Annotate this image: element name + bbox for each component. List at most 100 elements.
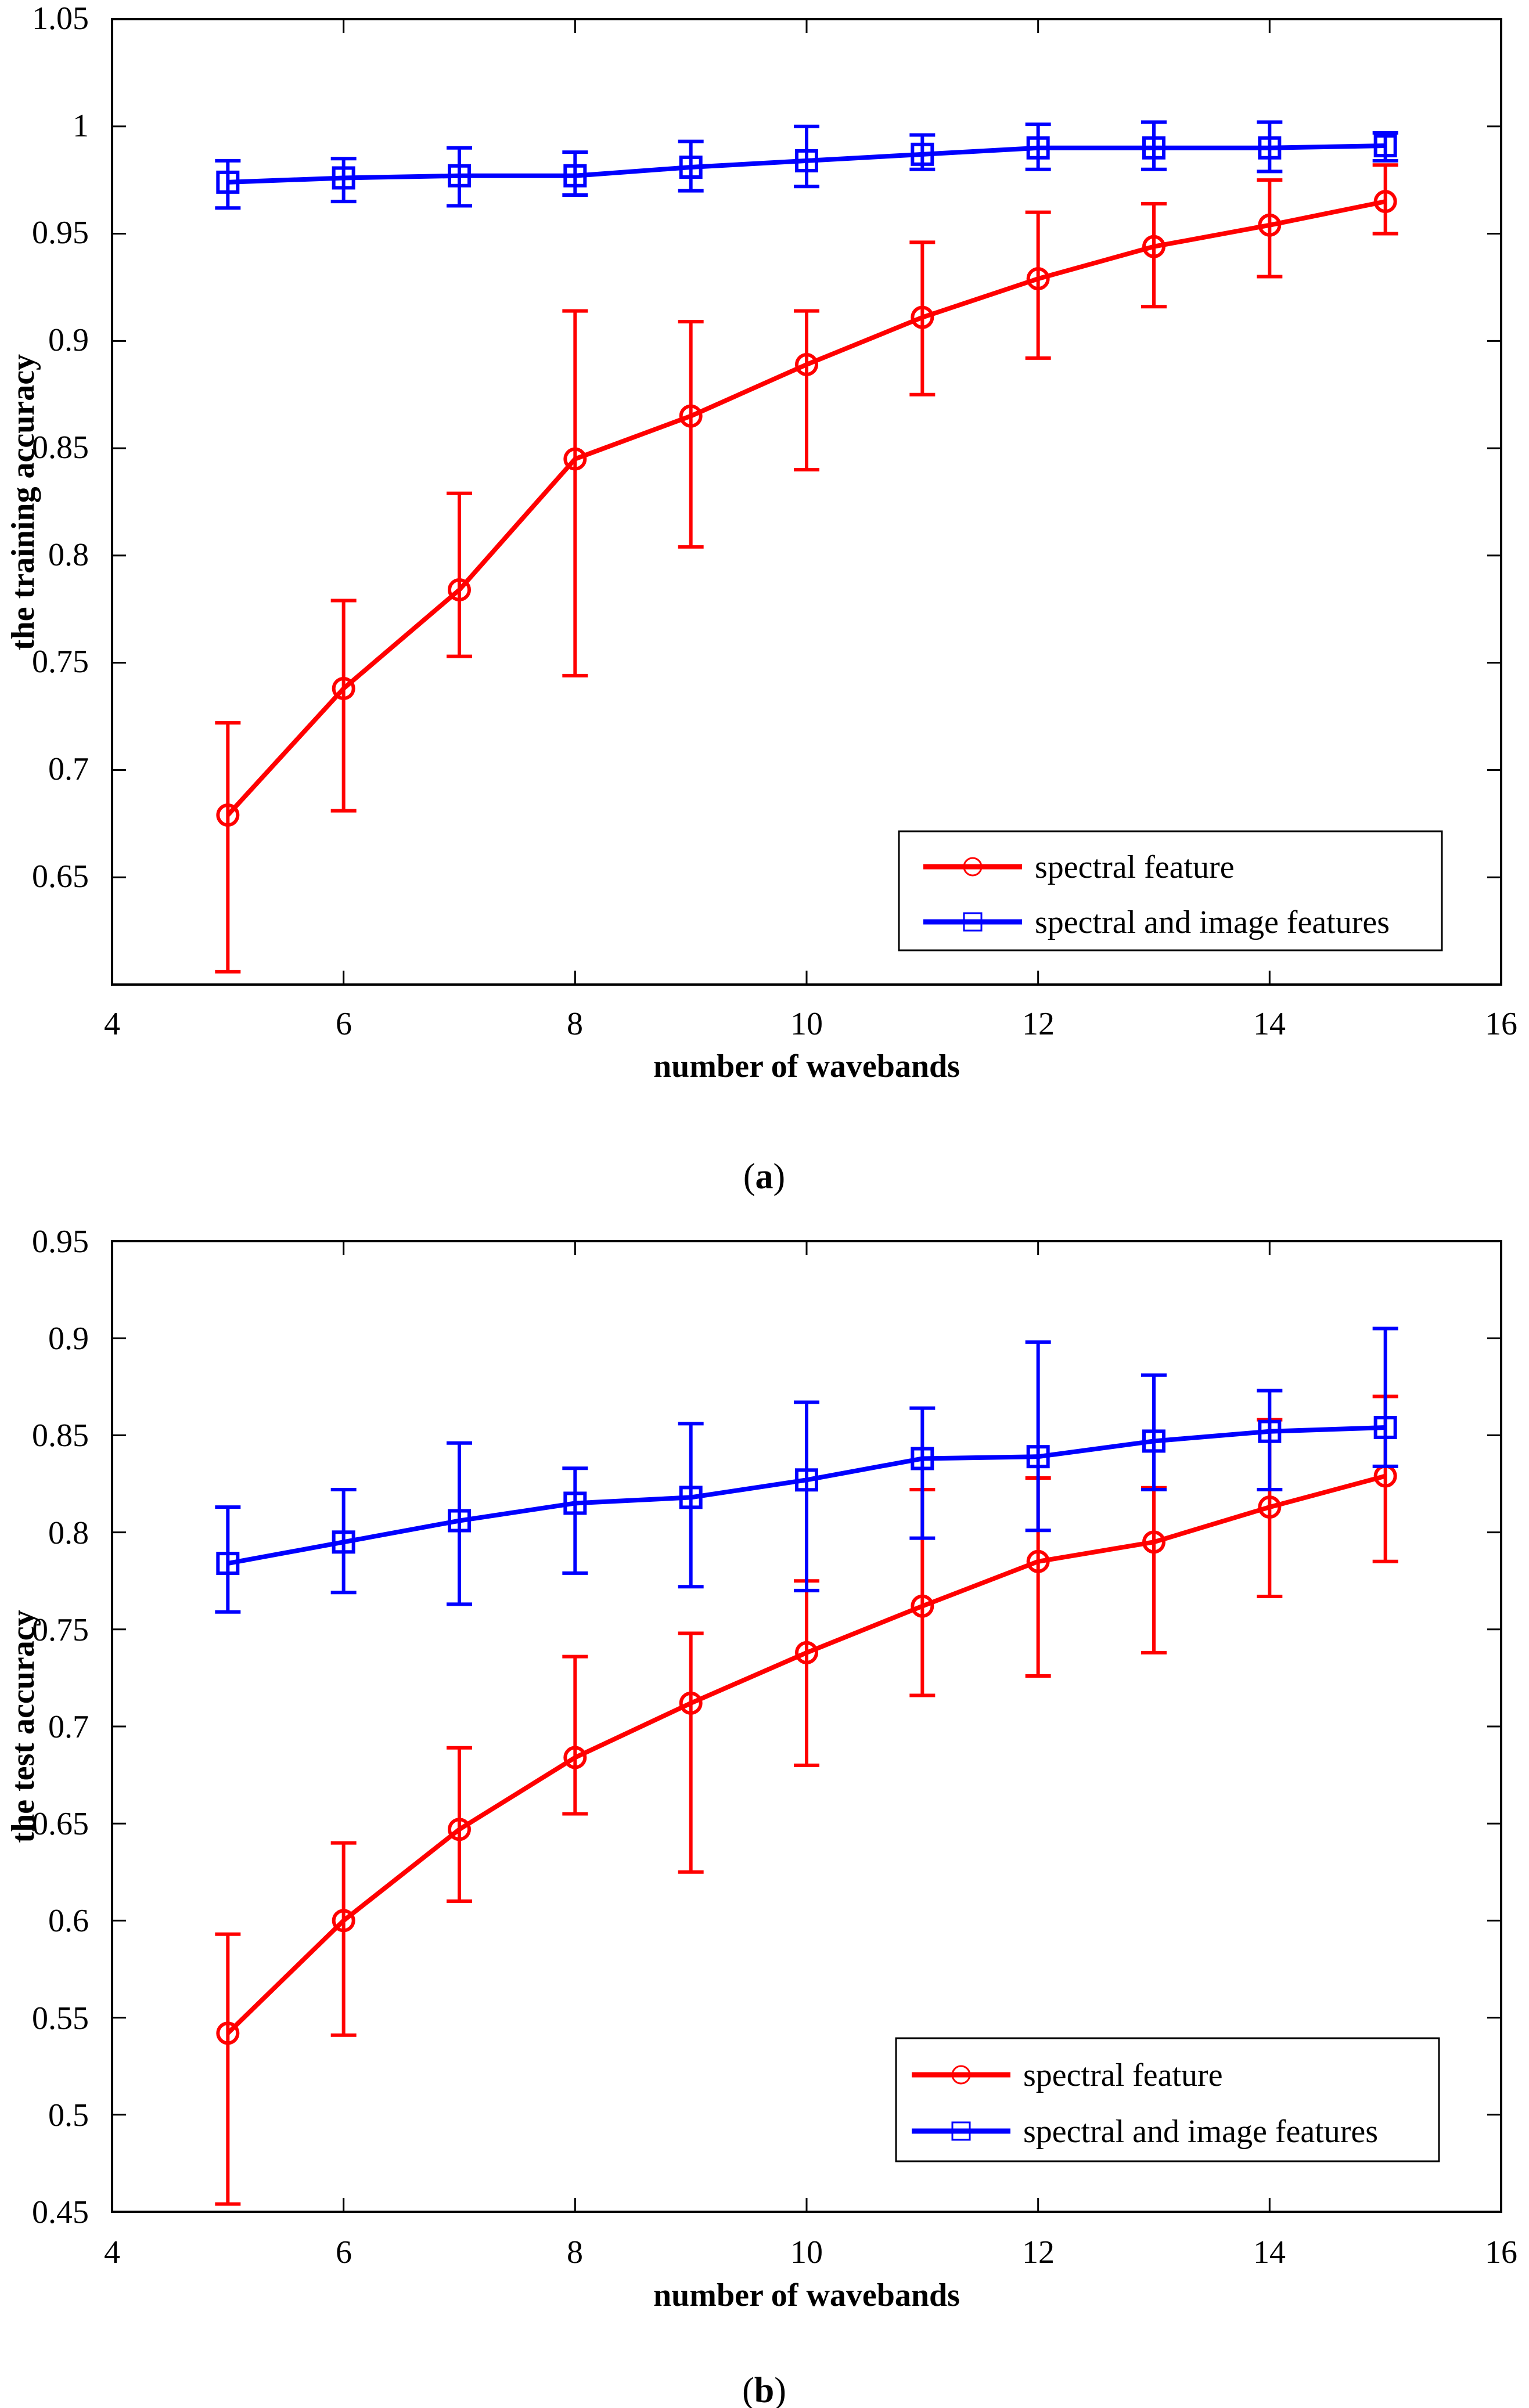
chart-a-y-tick-label: 0.75 bbox=[32, 644, 89, 680]
chart-b-y-tick-label: 0.8 bbox=[48, 1515, 89, 1551]
chart-a-series-spectral bbox=[215, 163, 1398, 974]
chart-a-legend-marker-spectral bbox=[963, 857, 983, 877]
chart-a-point-spectral bbox=[448, 578, 471, 602]
chart-a-point-combined bbox=[795, 149, 818, 172]
chart-b-point-combined bbox=[679, 1486, 703, 1509]
chart-b-point-spectral bbox=[216, 2021, 240, 2045]
chart-b-y-tick-label: 0.65 bbox=[32, 1806, 89, 1842]
chart-a-point-combined bbox=[679, 155, 703, 179]
chart-a-y-tick-label: 0.9 bbox=[48, 322, 89, 358]
chart-a-y-tick-labels: 0.65 0.7 0.75 0.8 0.85 0.9 0.95 1 1.05 bbox=[32, 1, 89, 895]
chart-a-point-combined bbox=[216, 170, 240, 194]
chart-a-point-spectral bbox=[795, 352, 818, 376]
chart-a-y-tick-label: 0.85 bbox=[32, 430, 89, 466]
chart-b-caption: (b) bbox=[742, 2371, 786, 2408]
chart-a-x-tick-labels: 4 6 8 10 12 14 16 bbox=[104, 1006, 1517, 1042]
chart-a-x-tick-label: 14 bbox=[1253, 1006, 1286, 1042]
chart-b-point-combined bbox=[795, 1468, 818, 1492]
chart-b-point-combined bbox=[1258, 1419, 1282, 1443]
chart-b-legend: spectral feature spectral and image feat… bbox=[895, 2037, 1440, 2162]
chart-a-point-combined bbox=[1258, 136, 1282, 160]
chart-b-point-spectral bbox=[448, 1818, 471, 1841]
chart-a-point-combined bbox=[332, 166, 355, 190]
chart-b-point-spectral bbox=[795, 1641, 818, 1664]
chart-a-line-spectral bbox=[226, 199, 1386, 817]
chart-a-point-spectral bbox=[1373, 190, 1397, 214]
chart-a-point-combined bbox=[448, 164, 471, 188]
chart-b-line-spectral bbox=[226, 1473, 1386, 2035]
chart-b-y-tick-labels: 0.45 0.5 0.55 0.6 0.65 0.7 0.75 0.8 0.85… bbox=[32, 1224, 89, 2230]
chart-a-caption: (a) bbox=[743, 1157, 785, 1196]
chart-b-y-axis-label: the test accuracy bbox=[5, 1610, 41, 1843]
chart-a-point-combined bbox=[1142, 136, 1165, 160]
chart-a-y-axis-label: the training accuracy bbox=[5, 354, 41, 650]
chart-a-point-combined bbox=[911, 142, 934, 166]
chart-a-x-axis-label: number of wavebands bbox=[653, 1048, 960, 1084]
chart-a-legend-marker-combined bbox=[963, 912, 983, 932]
chart-a: 4 6 8 10 12 14 16 0.65 0.7 0.75 0.8 0.85… bbox=[5, 1, 1517, 1196]
chart-b-point-spectral bbox=[679, 1691, 703, 1715]
chart-a-point-spectral bbox=[1026, 267, 1050, 291]
chart-a-point-combined bbox=[1373, 134, 1397, 158]
chart-a-y-tick-label: 0.7 bbox=[48, 751, 89, 787]
chart-a-legend-label-spectral: spectral feature bbox=[1035, 849, 1235, 885]
chart-a-line-combined bbox=[228, 143, 1386, 185]
chart-a-axis-ticks bbox=[111, 18, 1502, 985]
chart-a-point-spectral bbox=[1258, 213, 1282, 237]
chart-a-y-tick-label: 0.8 bbox=[48, 537, 89, 573]
chart-b-x-tick-labels: 4 6 8 10 12 14 16 bbox=[104, 2234, 1517, 2270]
chart-b-legend-box bbox=[895, 2037, 1440, 2162]
chart-b-point-spectral bbox=[911, 1594, 934, 1618]
chart-b-y-tick-label: 0.95 bbox=[32, 1224, 89, 1260]
chart-b-point-combined bbox=[216, 1552, 240, 1576]
chart-a-x-tick-label: 12 bbox=[1022, 1006, 1055, 1042]
chart-a-legend-box bbox=[898, 830, 1443, 951]
chart-b: 4 6 8 10 12 14 16 0.45 0.5 0.55 0.6 0.65… bbox=[5, 1224, 1517, 2408]
chart-b-y-tick-label: 0.7 bbox=[48, 1709, 89, 1745]
chart-a-point-spectral bbox=[1142, 235, 1165, 258]
chart-b-y-tick-label: 0.75 bbox=[32, 1612, 89, 1648]
chart-b-x-tick-label: 8 bbox=[567, 2234, 583, 2270]
chart-a-point-combined bbox=[1026, 136, 1050, 160]
chart-a-point-spectral bbox=[679, 404, 703, 428]
chart-b-point-combined bbox=[1026, 1445, 1050, 1469]
chart-b-x-tick-label: 16 bbox=[1485, 2234, 1517, 2270]
chart-a-x-tick-label: 10 bbox=[790, 1006, 823, 1042]
chart-b-point-spectral bbox=[1142, 1530, 1165, 1554]
chart-a-y-tick-label: 0.65 bbox=[32, 859, 89, 895]
chart-b-x-tick-label: 10 bbox=[790, 2234, 823, 2270]
chart-b-series bbox=[215, 1326, 1398, 2206]
chart-a-legend-label-combined: spectral and image features bbox=[1035, 904, 1390, 940]
chart-a-point-combined bbox=[563, 164, 587, 188]
chart-b-legend-marker-spectral bbox=[951, 2065, 971, 2085]
chart-b-series-spectral bbox=[215, 1394, 1398, 2206]
chart-b-axis-ticks bbox=[111, 1240, 1502, 2213]
chart-b-point-spectral bbox=[332, 1909, 355, 1933]
chart-b-legend-label-spectral: spectral feature bbox=[1023, 2057, 1223, 2093]
chart-b-x-tick-label: 14 bbox=[1253, 2234, 1286, 2270]
chart-a-y-tick-label: 1.05 bbox=[32, 1, 89, 37]
chart-a-x-tick-label: 4 bbox=[104, 1006, 120, 1042]
chart-b-y-tick-label: 0.85 bbox=[32, 1418, 89, 1454]
chart-a-point-spectral bbox=[911, 305, 934, 329]
chart-b-y-tick-label: 0.45 bbox=[32, 2194, 89, 2230]
chart-b-line-combined bbox=[227, 1425, 1386, 1566]
chart-a-y-tick-label: 1 bbox=[73, 108, 89, 144]
chart-b-y-tick-label: 0.55 bbox=[32, 2000, 89, 2036]
chart-b-point-combined bbox=[911, 1447, 934, 1470]
chart-b-point-combined bbox=[448, 1509, 471, 1533]
chart-b-point-spectral bbox=[563, 1746, 587, 1769]
chart-b-point-combined bbox=[563, 1491, 587, 1515]
chart-b-point-spectral bbox=[1026, 1549, 1050, 1573]
chart-a-y-tick-label: 0.95 bbox=[32, 215, 89, 251]
chart-b-y-tick-label: 0.6 bbox=[48, 1903, 89, 1939]
chart-b-x-axis-label: number of wavebands bbox=[653, 2277, 960, 2313]
chart-b-point-spectral bbox=[1258, 1495, 1282, 1519]
chart-a-point-spectral bbox=[563, 447, 587, 471]
chart-a-x-tick-label: 8 bbox=[567, 1006, 583, 1042]
chart-a-point-spectral bbox=[332, 677, 355, 701]
chart-a-series bbox=[215, 120, 1398, 974]
chart-b-point-combined bbox=[1373, 1416, 1397, 1440]
chart-b-point-combined bbox=[332, 1530, 355, 1554]
